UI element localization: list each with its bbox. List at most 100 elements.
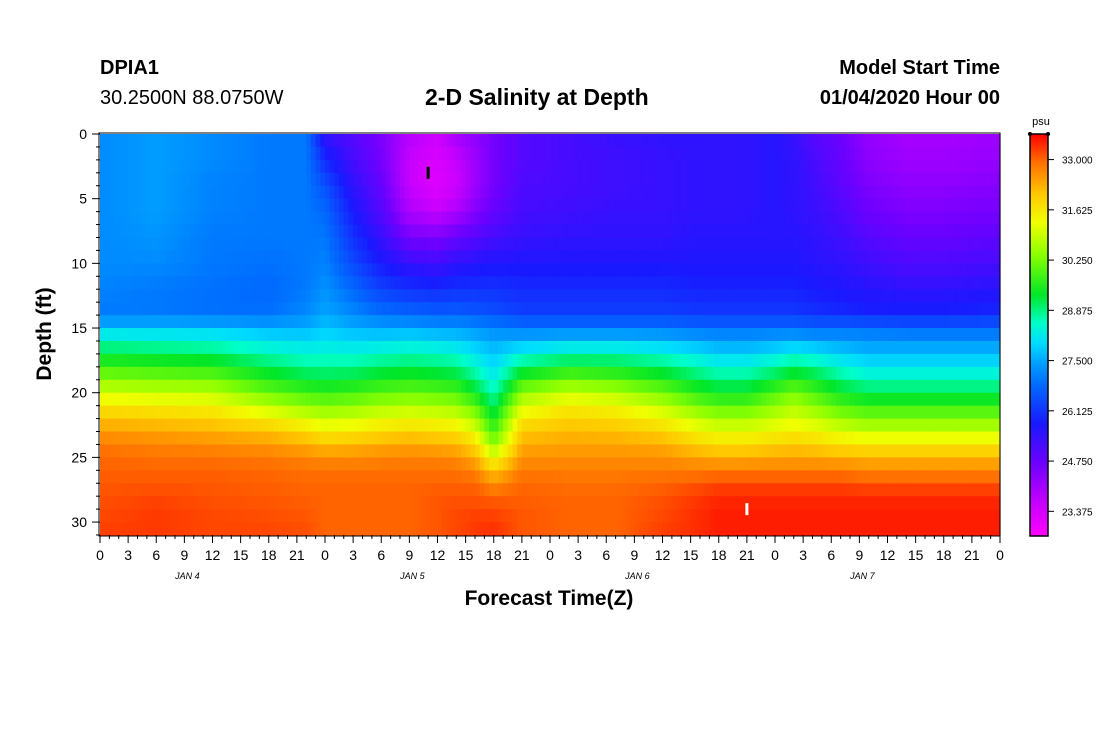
heatmap-cell <box>596 405 603 420</box>
heatmap-cell <box>184 457 190 471</box>
heatmap-cell <box>306 353 312 368</box>
heatmap-cell <box>428 470 434 484</box>
heatmap-cell <box>132 302 139 316</box>
heatmap-cell <box>207 431 214 446</box>
heatmap-cell <box>456 159 462 174</box>
heatmap-cell <box>184 470 190 484</box>
heatmap-cell <box>156 172 162 187</box>
heatmap-cell <box>582 366 589 381</box>
heatmap-cell <box>643 457 650 471</box>
heatmap-cell <box>850 159 856 174</box>
heatmap-cell <box>470 522 476 536</box>
heatmap-cell <box>610 289 617 303</box>
heatmap-cell <box>385 431 392 446</box>
heatmap-cell <box>400 522 406 536</box>
heatmap-cell <box>268 237 275 252</box>
heatmap-cell <box>329 134 335 148</box>
heatmap-cell <box>193 457 200 471</box>
heatmap-cell <box>240 276 246 290</box>
heatmap-cell <box>414 237 420 252</box>
heatmap-cell <box>760 289 767 303</box>
heatmap-cell <box>681 522 687 536</box>
heatmap-cell <box>268 172 275 187</box>
heatmap-cell <box>587 522 593 536</box>
heatmap-cell <box>245 353 251 368</box>
heatmap-cell <box>714 224 720 239</box>
heatmap-cell <box>751 340 757 355</box>
heatmap-cell <box>175 146 181 161</box>
heatmap-cell <box>203 431 209 446</box>
heatmap-cell <box>695 405 701 420</box>
heatmap-cell <box>657 522 664 536</box>
heatmap-cell <box>414 496 420 510</box>
heatmap-cell <box>381 302 387 316</box>
heatmap-cell <box>578 315 584 329</box>
heatmap-cell <box>826 250 832 264</box>
heatmap-cell <box>400 302 406 316</box>
heatmap-cell <box>362 237 368 252</box>
heatmap-cell <box>296 315 303 329</box>
heatmap-cell <box>329 302 335 316</box>
heatmap-cell <box>296 159 303 174</box>
heatmap-cell <box>817 134 823 148</box>
heatmap-cell <box>418 328 425 342</box>
heatmap-cell <box>193 496 200 510</box>
heatmap-cell <box>728 315 734 329</box>
heatmap-cell <box>798 185 804 200</box>
heatmap-cell <box>582 328 589 342</box>
heatmap-cell <box>353 237 359 252</box>
heatmap-cell <box>343 379 350 394</box>
heatmap-cell <box>306 418 312 433</box>
heatmap-cell <box>507 483 514 497</box>
heatmap-cell <box>709 146 715 161</box>
heatmap-cell <box>831 172 837 187</box>
heatmap-cell <box>292 146 298 161</box>
heatmap-cell <box>292 198 298 213</box>
heatmap-cell <box>784 146 790 161</box>
heatmap-cell <box>432 340 439 355</box>
heatmap-cell <box>465 159 471 174</box>
heatmap-cell <box>437 366 443 381</box>
heatmap-cell <box>371 509 378 523</box>
heatmap-cell <box>390 405 396 420</box>
heatmap-cell <box>221 392 228 407</box>
heatmap-cell <box>521 276 528 290</box>
heatmap-cell <box>610 250 617 264</box>
heatmap-cell <box>339 224 345 239</box>
heatmap-cell <box>132 263 139 277</box>
heatmap-cell <box>700 340 706 355</box>
heatmap-cell <box>685 134 692 148</box>
heatmap-cell <box>226 263 232 277</box>
heatmap-cell <box>653 483 659 497</box>
heatmap-cell <box>695 146 701 161</box>
heatmap-cell <box>667 353 673 368</box>
heatmap-cell <box>207 302 214 316</box>
heatmap-cell <box>639 172 645 187</box>
heatmap-cell <box>310 496 317 510</box>
heatmap-cell <box>104 224 110 239</box>
heatmap-cell <box>742 457 748 471</box>
heatmap-cell <box>160 172 167 187</box>
heatmap-cell <box>301 509 307 523</box>
heatmap-cell <box>151 379 157 394</box>
heatmap-cell <box>475 276 481 290</box>
heatmap-cell <box>385 134 392 148</box>
heatmap-cell <box>807 224 814 239</box>
heatmap-cell <box>142 470 148 484</box>
heatmap-cell <box>779 483 785 497</box>
heatmap-cell <box>362 159 368 174</box>
heatmap-cell <box>817 276 823 290</box>
heatmap-cell <box>287 392 293 407</box>
heatmap-cell <box>114 315 120 329</box>
heatmap-cell <box>207 444 214 458</box>
heatmap-cell <box>685 172 692 187</box>
heatmap-cell <box>451 392 457 407</box>
heatmap-cell <box>667 457 673 471</box>
heatmap-cell <box>845 379 851 394</box>
heatmap-cell <box>306 328 312 342</box>
heatmap-cell <box>348 340 354 355</box>
heatmap-cell <box>784 444 790 458</box>
heatmap-cell <box>850 328 856 342</box>
heatmap-cell <box>329 172 335 187</box>
heatmap-cell <box>620 496 626 510</box>
